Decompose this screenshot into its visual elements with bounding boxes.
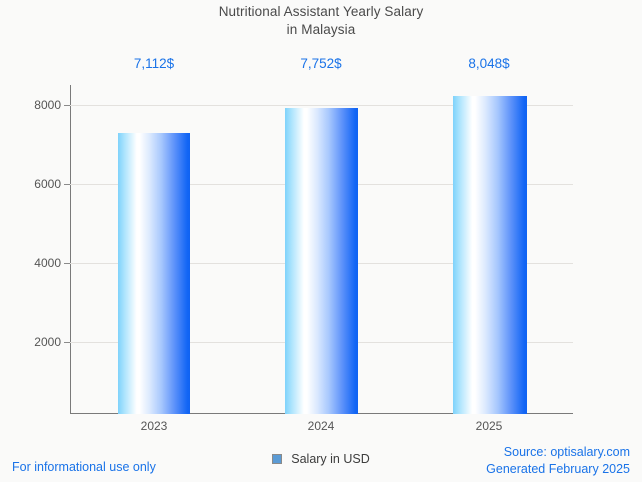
disclaimer-text: For informational use only [12,460,156,474]
bar-value-label-2024: 7,752$ [300,56,342,71]
y-axis-line [70,85,71,414]
bar-2023[interactable] [118,133,190,414]
y-tick-label-6000: 6000 [34,177,61,191]
x-tick-label-2023: 2023 [140,419,168,433]
chart-title: Nutritional Assistant Yearly Salary in M… [0,3,642,39]
x-tick-label-2025: 2025 [475,419,503,433]
legend-swatch-icon[interactable] [272,454,283,464]
tickmark-8000 [64,105,70,106]
source-block: Source: optisalary.com Generated Februar… [486,444,630,478]
chart-legend: Salary in USD [0,452,642,466]
chart-title-line-1: Nutritional Assistant Yearly Salary [218,4,424,19]
y-tick-label-4000: 4000 [34,256,61,270]
x-tick-label-2024: 2024 [307,419,335,433]
tickmark-6000 [64,184,70,185]
source-text: Source: optisalary.com [503,445,630,459]
y-tick-label-8000: 8000 [34,98,61,112]
bar-value-label-2025: 8,048$ [468,56,510,71]
tickmark-2000 [64,342,70,343]
plot-area: 8000 6000 4000 2000 [34,85,573,414]
gridline-8000 [70,105,573,106]
legend-item-label[interactable]: Salary in USD [291,452,370,466]
y-tick-label-2000: 2000 [34,335,61,349]
bar-2025[interactable] [453,96,527,414]
bar-value-label-2023: 7,112$ [133,56,175,71]
generated-date-text: Generated February 2025 [486,462,630,476]
bar-2024[interactable] [285,108,358,414]
chart-title-line-2: in Malaysia [286,22,356,37]
tickmark-4000 [64,263,70,264]
